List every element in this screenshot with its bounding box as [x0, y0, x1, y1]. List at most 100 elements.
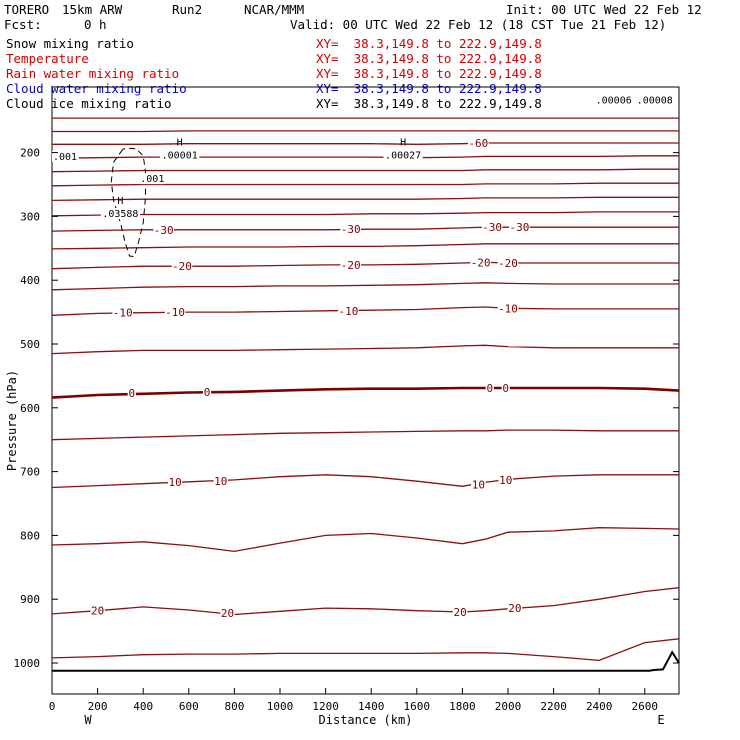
x-tick-label: 1800: [449, 700, 476, 713]
y-tick-label: 900: [20, 593, 40, 606]
terrain-line: [52, 650, 680, 672]
isotherm-label: -20: [341, 259, 361, 272]
y-tick-label: 400: [20, 274, 40, 287]
label-knockout: [164, 307, 186, 319]
isotherm-label: 10: [214, 475, 227, 488]
isotherm-label: 20: [91, 605, 104, 618]
isotherm-25: [51, 638, 680, 662]
label-knockout: [471, 479, 486, 491]
field-cloud-water-xy: XY= 38.3,149.8 to 222.9,149.8: [316, 81, 542, 96]
x-tick-label: 1600: [404, 700, 431, 713]
isotherm-label: 0: [128, 387, 135, 400]
label-knockout: [52, 150, 79, 162]
isotherm-m35: [51, 211, 679, 217]
y-tick-label: 700: [20, 466, 40, 479]
isotherm-m40: [51, 196, 679, 202]
maximum-value: .00027: [385, 150, 421, 161]
x-tick-label: 600: [179, 700, 199, 713]
isotherm-label: 10: [168, 476, 181, 489]
cloud-ice-contour: [110, 147, 146, 258]
isotherm-m25: [51, 243, 679, 250]
x-tick-label: 2600: [632, 700, 659, 713]
isotherm-m5: [51, 344, 679, 355]
label-knockout: [171, 261, 193, 273]
field-cloud-ice-name: Cloud ice mixing ratio: [6, 96, 172, 111]
isotherm-label: 0: [486, 382, 493, 395]
label-knockout: [635, 94, 675, 106]
label-knockout: [481, 222, 503, 234]
y-tick-label: 300: [20, 210, 40, 223]
organization: NCAR/MMM: [244, 2, 305, 17]
isotherm-label: 0: [204, 386, 211, 399]
x-tick-label: 400: [133, 700, 153, 713]
label-knockout: [509, 222, 530, 234]
x-axis-title: Distance (km): [319, 713, 413, 727]
y-tick-label: 200: [20, 147, 40, 160]
isotherm-group: [51, 117, 680, 662]
field-snow-xy: XY= 38.3,149.8 to 222.9,149.8: [316, 36, 542, 51]
isotherm-m50: [51, 168, 679, 173]
field-snow-name: Snow mixing ratio: [6, 36, 134, 51]
isotherm-m65: [52, 130, 679, 133]
label-knockout: [100, 208, 140, 220]
isotherm-label: 10: [499, 474, 512, 487]
field-temperature-name: Temperature: [6, 51, 89, 66]
isotherm-10: [51, 474, 679, 489]
field-rain-xy: XY= 38.3,149.8 to 222.9,149.8: [316, 66, 542, 81]
isotherm-label: -10: [165, 306, 185, 319]
label-knockout: [485, 383, 494, 395]
label-knockout: [383, 149, 423, 161]
label-knockout: [160, 149, 200, 161]
cloud-ice-contour-label: .001: [140, 174, 164, 185]
field-temperature-xy: XY= 38.3,149.8 to 222.9,149.8: [316, 51, 542, 66]
isotherm-m20: [51, 261, 679, 270]
isotherm-label: -30: [482, 221, 502, 234]
label-knockout: [153, 224, 175, 236]
isotherm-label: -30: [341, 223, 361, 236]
run-name: Run2: [172, 2, 203, 17]
init-time: Init: 00 UTC Wed 22 Feb 12: [506, 2, 702, 17]
edge-value-label: .00008: [637, 96, 673, 107]
isotherm-label: 20: [453, 606, 466, 619]
label-knockout: [138, 173, 166, 185]
x-tick-label: 2000: [495, 700, 522, 713]
label-knockout: [167, 476, 183, 488]
label-knockout: [468, 138, 489, 150]
maximum-value: .03588: [102, 209, 138, 220]
edge-value-label: .001: [53, 152, 77, 163]
label-knockout: [594, 94, 634, 106]
isotherm-m60: [52, 142, 679, 145]
east-label: E: [657, 713, 664, 727]
model-name: TORERO: [4, 2, 50, 17]
isotherm-label: -30: [509, 221, 529, 234]
isotherm-m10: [51, 306, 679, 316]
label-knockout: [507, 603, 523, 615]
field-cloud-ice-xy: XY= 38.3,149.8 to 222.9,149.8: [316, 96, 542, 111]
x-tick-label: 2200: [540, 700, 567, 713]
y-tick-label: 500: [20, 338, 40, 351]
x-tick-label: 200: [88, 700, 108, 713]
field-rain-name: Rain water mixing ratio: [6, 66, 180, 81]
x-tick-label: 2400: [586, 700, 613, 713]
label-knockout: [338, 305, 359, 317]
isotherm-label: -20: [471, 256, 491, 269]
label-knockout: [498, 474, 513, 486]
label-knockout: [340, 224, 361, 236]
maximum-marker: H: [177, 137, 183, 148]
isotherm-label: -10: [113, 307, 133, 320]
isotherm-label: -10: [498, 302, 518, 315]
isotherm-0: [51, 386, 680, 399]
isotherm-m15: [51, 282, 679, 291]
isotherm-label: -10: [338, 305, 358, 318]
label-knockout: [340, 259, 361, 271]
label-knockout: [90, 605, 105, 617]
field-cloud-water-name: Cloud water mixing ratio: [6, 81, 187, 96]
x-tick-label: 800: [224, 700, 244, 713]
isotherm-15: [51, 527, 680, 553]
isotherm-m55: [51, 155, 679, 159]
isotherm-label: 20: [508, 602, 521, 615]
label-knockout: [127, 388, 136, 400]
label-knockout: [112, 307, 133, 319]
isotherm-label: 10: [472, 478, 485, 491]
